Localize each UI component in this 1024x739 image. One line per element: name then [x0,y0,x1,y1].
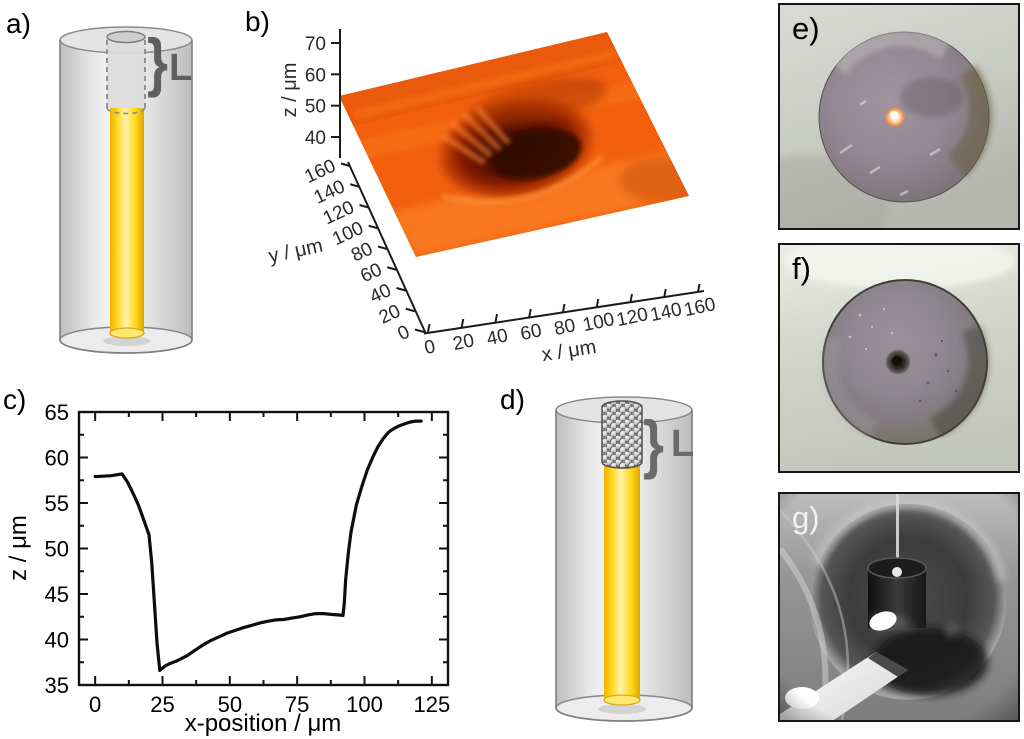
tick-label: 40 [45,628,69,653]
panel-c: c) 0 25 50 75 100 125 35 40 45 50 55 60 65 x-positio… [0,380,490,739]
fiber-schematic-etched: } L [59,25,193,354]
photo-e-label: e) [792,11,820,46]
rod-shadow [103,336,151,346]
tick-label: 70 [305,34,326,55]
tick-label: 0 [89,692,101,717]
surface [339,32,689,257]
tick-label: 55 [45,491,69,516]
setup-photo [780,494,1018,720]
debris-specks-light [848,307,894,351]
tick-label: 0 [422,336,437,359]
plot-frame [77,410,450,687]
tick-label: 125 [413,692,450,717]
depth-brace: } [643,407,664,480]
panel-c-label: c) [3,384,27,415]
x-axis-title: x / μm [540,336,598,366]
tick-label: 100 [346,692,383,717]
recess-bottom-arc [106,107,146,115]
etched-recess [107,37,145,108]
y-axis-title: z / μm [5,515,32,581]
tick-label: 80 [552,315,577,340]
rod-shadow [598,704,646,714]
depth-label: L [671,423,694,465]
panel-d: d) [490,380,778,739]
tick-label: 45 [45,582,69,607]
tick-label: 100 [581,309,616,336]
fiber-core-rod [604,462,640,700]
fiber-endface-photo [780,5,1018,228]
tick-label: 50 [218,692,242,717]
photo-g-filling-setup: g) [778,492,1020,722]
core-rod-bottom [603,694,641,706]
tick-label: 60 [45,446,69,471]
tick-label: 0 [395,321,413,345]
y-axis-title: y / μm [267,235,325,268]
tick-label: 65 [45,400,69,425]
depth-label: L [169,47,192,89]
tick-label: 50 [45,537,69,562]
depth-brace: } [147,25,168,98]
tick-label: 50 [305,97,326,118]
fiber-outline [555,410,693,722]
photo-e-fiber-endface-glowing-core: e) [778,3,1020,230]
tick-label: 120 [615,304,650,331]
photo-g-label: g) [792,500,820,535]
debris-specks-dark [918,339,958,403]
face-rim-shadow [930,325,989,437]
surface-scratches [839,99,941,197]
tick-label: 60 [305,65,326,86]
fiber-outline [59,40,193,354]
panel-a-label: a) [6,8,31,39]
panel-a: a) [0,0,245,378]
photo-f-fiber-endface-etched-hole: f) [778,243,1020,473]
line-profile-plot: 0 25 50 75 100 125 35 40 45 50 55 60 65 x-position /… [5,400,451,737]
z-axis-title: z / μm [279,63,301,118]
profile-curve [93,419,423,672]
panel-b: b) [240,0,778,380]
tick-label: 160 [682,294,717,321]
fiber-core-rod [110,108,144,333]
etched-endface-photo [780,245,1018,471]
recess-top-rim [106,30,146,44]
face-rim-shadow [948,65,993,177]
tick-label: 35 [45,673,69,698]
tick-label: 40 [485,325,510,350]
core-rod-bottom [109,327,145,339]
nanoparticle-fill [601,400,643,469]
panel-b-label: b) [245,6,270,37]
tick-label: 20 [451,330,476,355]
fiber-schematic-filled: } L [555,396,694,722]
tick-label: 25 [150,692,174,717]
photo-f-label: f) [792,251,811,286]
tick-label: 75 [285,692,309,717]
plot-content: 0 25 50 75 100 125 35 40 45 50 55 60 65 [45,400,451,717]
tick-label: 40 [305,128,326,149]
panel-d-label: d) [500,384,525,415]
x-axis-title: x-position / μm [185,710,342,737]
tick-label: 60 [519,320,544,345]
tick-label: 140 [648,299,683,326]
crater [417,78,615,213]
